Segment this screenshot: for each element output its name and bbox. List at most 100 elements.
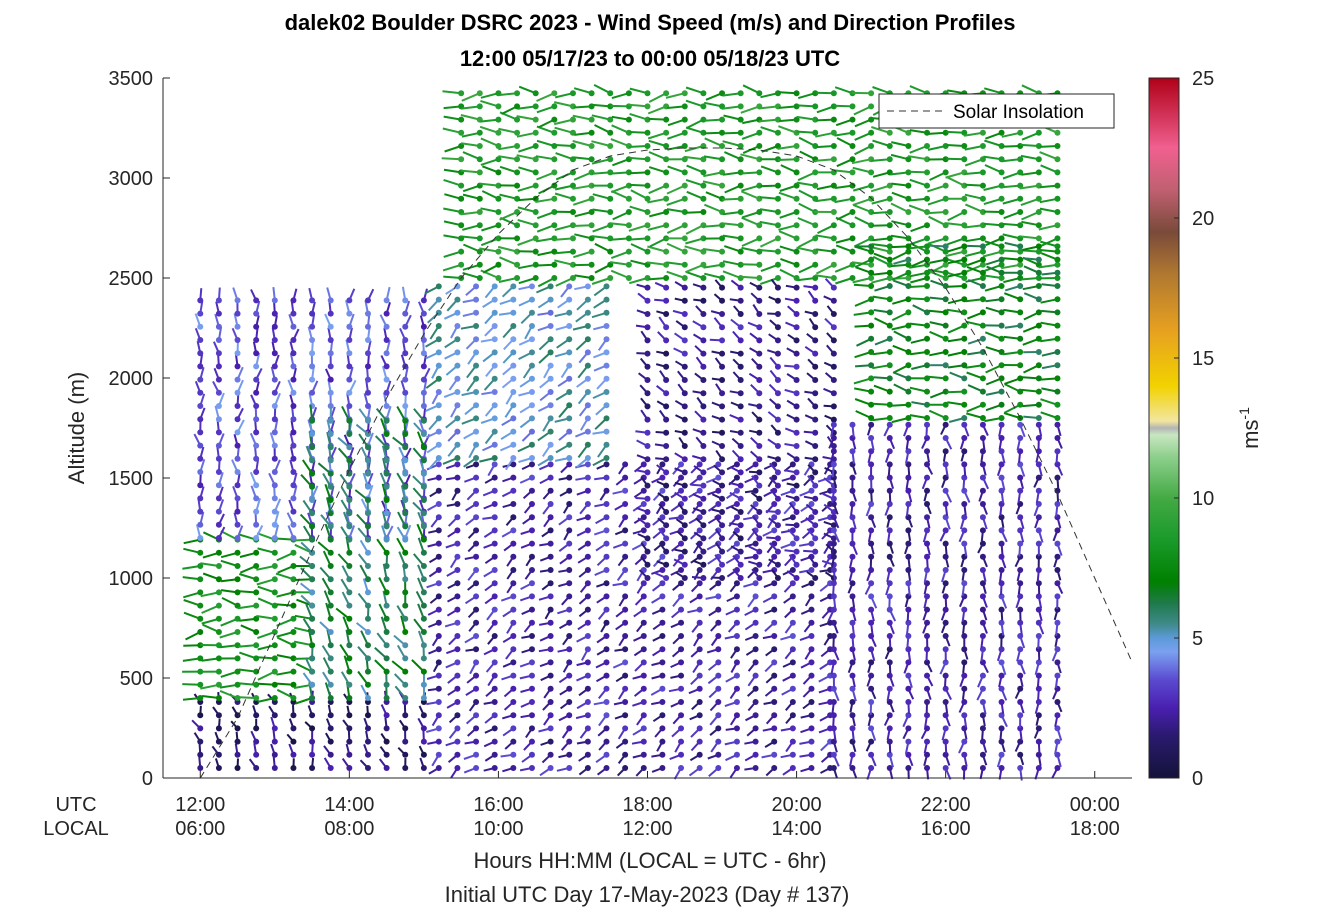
wind-barb-dot (566, 593, 573, 600)
wind-barb-dot (327, 337, 334, 343)
wind-barb-dot (510, 633, 517, 639)
wind-barb-dot (346, 655, 353, 662)
wind-barb-dot (771, 685, 778, 692)
wind-barb-dot (473, 514, 480, 521)
wind-barb-dot (924, 619, 931, 626)
wind-barb-dot (696, 725, 703, 732)
wind-barb-dot (309, 725, 316, 732)
wind-barb-shaft (611, 190, 630, 200)
wind-barb-dot (793, 377, 800, 383)
wind-barb-dot (719, 235, 726, 242)
wind-barb-dot (737, 284, 744, 291)
wind-barb-shaft (946, 130, 965, 134)
wind-barb-dot (528, 349, 535, 356)
wind-barb-dot (771, 751, 778, 758)
wind-barb-shaft (870, 246, 890, 253)
wind-barb-dot (566, 659, 573, 666)
wind-barb-dot (588, 129, 595, 136)
wind-barb-dot (566, 309, 573, 316)
wind-barb-dot (830, 514, 837, 521)
wind-barb-dot (476, 222, 483, 229)
wind-barb-dot (1017, 527, 1024, 534)
wind-barb-dot (979, 514, 986, 521)
wind-barb-dot (253, 668, 260, 675)
wind-barb-dot (663, 337, 670, 344)
wind-barb-dot (290, 508, 297, 515)
wind-barb-dot (197, 482, 204, 489)
wind-barb-dot (435, 699, 442, 705)
wind-barb-dot (566, 567, 573, 573)
wind-barb-dot (420, 695, 427, 701)
wind-barb-dot (454, 323, 461, 329)
wind-barb-dot (491, 309, 498, 316)
wind-barb-dot (733, 725, 740, 732)
wind-barb-dot (234, 615, 241, 622)
wind-barb-dot (327, 695, 334, 701)
wind-barb-dot (905, 685, 912, 692)
wind-barb-dot (700, 482, 707, 489)
wind-barb-dot (961, 699, 968, 705)
wind-barb-dot (625, 222, 632, 229)
wind-barb-dot (402, 536, 409, 543)
wind-barb-dot (603, 738, 610, 745)
wind-barb-dot (961, 388, 968, 395)
wind-barb-dot (793, 209, 800, 215)
wind-barb-dot (663, 443, 670, 449)
wind-barb-dot (491, 685, 498, 692)
wind-barb-dot (756, 522, 763, 529)
wind-barb-dot (868, 435, 875, 441)
wind-barb-dot (737, 535, 744, 542)
wind-barb-dot (924, 540, 931, 547)
wind-barb-dot (528, 501, 535, 507)
wind-barb-dot (622, 461, 629, 468)
wind-barb-dot (510, 712, 517, 719)
wind-barb-dot (364, 337, 371, 343)
wind-barb-dot (681, 129, 688, 136)
wind-barb-dot (886, 243, 893, 250)
wind-barb-dot (830, 421, 837, 428)
wind-barb-dot (528, 527, 535, 534)
wind-barb-dot (383, 363, 390, 370)
wind-barb-dot (547, 646, 554, 653)
wind-barb-dot (1054, 474, 1061, 481)
wind-barb-dot (346, 576, 353, 583)
wind-barb-dot (435, 593, 442, 600)
wind-barb-dot (868, 296, 875, 303)
wind-barb-dot (622, 540, 629, 547)
wind-barb-dot (454, 685, 461, 692)
wind-barb-dot (830, 284, 837, 291)
wind-barb-dot (1035, 421, 1042, 428)
wind-barb-dot (830, 390, 837, 397)
wind-barb-shaft (536, 211, 555, 220)
wind-barb-dot (942, 156, 949, 163)
wind-barb-dot (491, 738, 498, 745)
wind-barb-dot (607, 143, 614, 149)
wind-barb-dot (849, 580, 856, 587)
wind-barb-dot (584, 415, 591, 422)
wind-barb-dot (584, 712, 591, 719)
wind-barb-dot (905, 375, 912, 382)
wind-barb-dot (868, 375, 875, 382)
wind-barb-dot (737, 403, 744, 410)
wind-barb-dot (454, 415, 461, 422)
wind-barb-dot (622, 751, 629, 758)
wind-barb-shaft (647, 224, 667, 231)
wind-barb-dot (584, 487, 591, 494)
wind-barb-dot (1017, 261, 1024, 268)
wind-barb-shaft (572, 114, 592, 121)
wind-barb-dot (532, 169, 539, 176)
wind-barb-dot (700, 443, 707, 449)
wind-barb-dot (733, 672, 740, 679)
wind-barb-dot (271, 310, 278, 317)
wind-barb-dot (402, 712, 409, 719)
wind-barb-dot (551, 169, 558, 176)
wind-barb-dot (830, 443, 837, 449)
wind-barb-shaft (200, 562, 220, 567)
wind-barb-dot (197, 297, 204, 304)
wind-barb-dot (644, 129, 651, 136)
wind-barb-dot (383, 536, 390, 543)
wind-barb-dot (346, 376, 353, 383)
wind-barb-dot (383, 376, 390, 383)
wind-barb-dot (774, 284, 781, 291)
wind-barb-dot (327, 536, 334, 543)
